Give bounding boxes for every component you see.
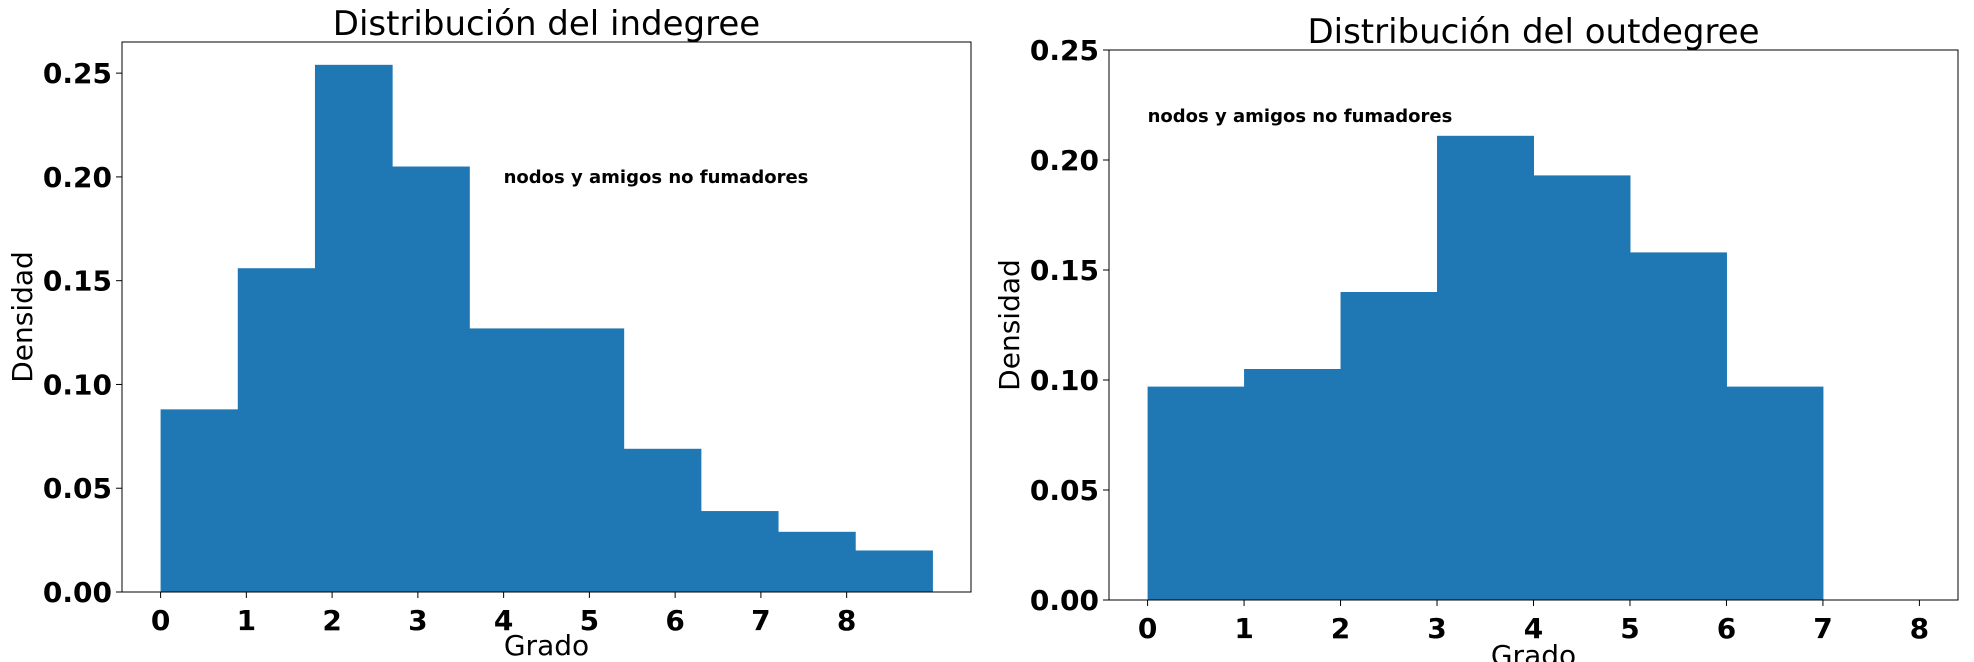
x-tick-label: 8 (837, 604, 856, 637)
y-tick-label: 0.25 (43, 57, 112, 90)
histogram-bar (855, 550, 933, 592)
histogram-bar (778, 531, 856, 592)
x-tick-label: 6 (665, 604, 684, 637)
histogram-bar (469, 328, 547, 592)
y-tick-label: 0.05 (1030, 474, 1099, 507)
x-tick-label: 7 (1813, 612, 1832, 645)
x-tick-label: 0 (151, 604, 170, 637)
chart-annotation: nodos y amigos no fumadores (1148, 106, 1453, 127)
histogram-bar (1629, 252, 1727, 600)
chart-title: Distribución del outdegree (1307, 12, 1759, 52)
histogram-bar (1437, 135, 1534, 601)
y-tick-label: 0.05 (43, 472, 112, 505)
histogram-bar (1340, 292, 1438, 600)
x-tick-label: 1 (237, 604, 256, 637)
x-axis-label: Grado (1491, 639, 1576, 662)
x-tick-label: 6 (1717, 612, 1736, 645)
y-tick-label: 0.20 (43, 161, 112, 194)
x-axis-label: Grado (504, 629, 589, 662)
histogram-bar (160, 409, 239, 592)
y-axis-label: Densidad (993, 259, 1026, 391)
y-tick-label: 0.00 (43, 576, 112, 609)
histogram-bar (623, 448, 702, 592)
histogram-bar (1244, 369, 1342, 600)
histogram-bar (1147, 386, 1245, 600)
x-tick-label: 3 (408, 604, 427, 637)
y-tick-label: 0.15 (43, 265, 112, 298)
y-tick-label: 0.00 (1030, 584, 1099, 617)
histogram-bar (1726, 386, 1824, 600)
chart-title: Distribución del indegree (333, 4, 760, 44)
x-tick-label: 4 (1524, 612, 1543, 645)
y-axis-label: Densidad (6, 251, 39, 383)
y-tick-label: 0.20 (1030, 144, 1099, 177)
x-tick-label: 8 (1910, 612, 1929, 645)
x-tick-label: 0 (1138, 612, 1157, 645)
x-tick-label: 5 (580, 604, 599, 637)
x-tick-label: 2 (1331, 612, 1350, 645)
histogram-bar (700, 511, 779, 592)
plot-frame (121, 41, 972, 593)
y-tick-label: 0.15 (1030, 254, 1099, 287)
x-tick-label: 2 (322, 604, 341, 637)
histogram-bar (546, 328, 625, 592)
histogram-bar (392, 166, 470, 592)
chart-annotation: nodos y amigos no fumadores (504, 167, 809, 188)
y-tick-label: 0.10 (1030, 364, 1099, 397)
y-tick-label: 0.25 (1030, 34, 1099, 67)
x-tick-label: 7 (751, 604, 770, 637)
x-tick-label: 4 (494, 604, 513, 637)
x-tick-label: 5 (1620, 612, 1639, 645)
histogram-bar (314, 64, 393, 592)
x-tick-label: 1 (1234, 612, 1253, 645)
x-tick-label: 3 (1427, 612, 1446, 645)
histogram-bar (1533, 175, 1631, 600)
histogram-bar (237, 268, 316, 592)
y-tick-label: 0.10 (43, 368, 112, 401)
